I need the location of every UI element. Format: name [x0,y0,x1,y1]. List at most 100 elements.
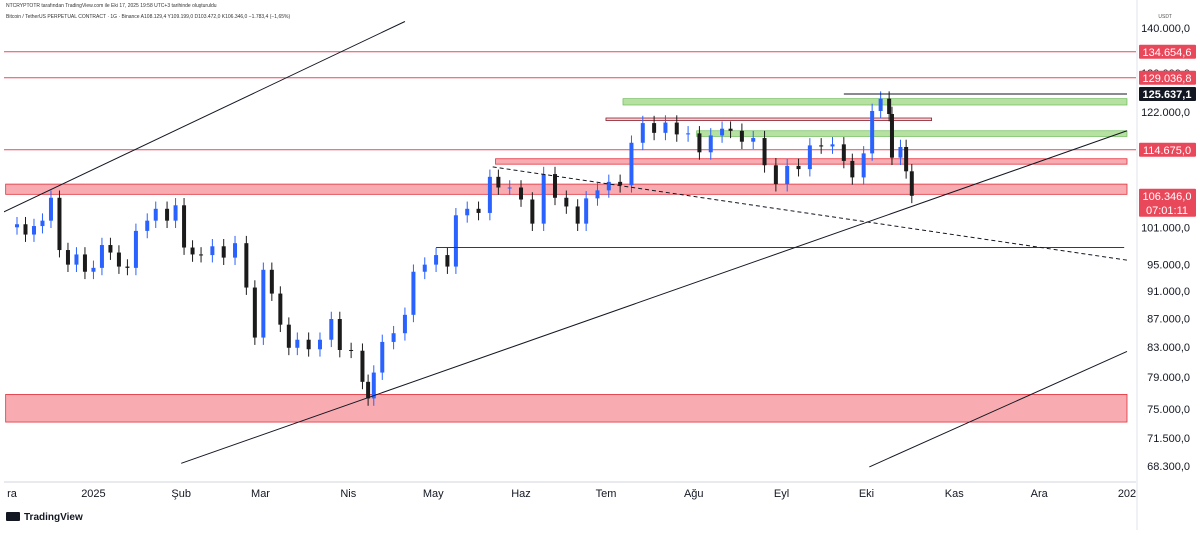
candle-body [878,98,883,111]
candle-body [640,123,645,143]
y-tick-label: 140.000,0 [1141,23,1190,35]
trendline-3[interactable] [3,21,406,213]
candle-body [349,349,354,351]
price-label: 106.346,0 [1143,191,1192,203]
brand-text: TradingView [24,512,83,523]
candle-body [652,123,657,133]
trendline-4[interactable] [181,130,1128,464]
candle-body [476,208,481,213]
candle-body [575,206,580,224]
publish-info: NTCRYPTOTR tarafından TradingView.com il… [6,3,217,9]
candle-body [14,224,19,228]
y-tick-label: 122.000,0 [1141,107,1190,119]
price-label-box [1139,70,1196,85]
x-tick-label: Kas [945,488,964,500]
candle-body [244,243,249,288]
candle-body [519,187,524,200]
candle-body [618,181,623,186]
candle-body [165,208,170,221]
x-tick-label: Şub [171,488,191,500]
candle-body [23,224,28,235]
zone-green-4 [696,130,1128,137]
candle-body [861,153,866,178]
candle-body [233,243,238,258]
candle-body [269,269,274,294]
y-tick-label: 68.300,0 [1147,461,1190,473]
candle-body [606,181,611,191]
zone-green-3 [622,98,1128,106]
price-label-box [1139,44,1196,59]
candle-body [391,333,396,342]
candle-body [584,198,589,224]
candle-body [74,254,79,265]
price-label: 129.036,8 [1143,73,1192,85]
candle-body [629,142,634,186]
candle-body [434,255,439,265]
candle-body [487,176,492,213]
candle-body [411,271,416,315]
candle-body [317,339,322,350]
candle-body [40,220,45,227]
candle-body [819,145,824,147]
zone-red-1 [5,394,1128,423]
price-label-box [1139,142,1196,157]
y-tick-label: 95.000,0 [1147,260,1190,272]
candle-body [453,215,458,267]
candle-body [306,339,311,350]
price-label: 125.637,1 [1143,89,1192,101]
x-tick-label: Ara [1031,488,1049,500]
candle-body [686,133,691,135]
candle-body [422,264,427,272]
candle-body [153,208,158,221]
candle-body [65,250,70,265]
candle-body [887,98,892,114]
candle-body [739,130,744,142]
candle-body [674,122,679,135]
candle-body [595,190,600,199]
candle-body [371,372,376,399]
x-tick-label: Ağu [684,488,704,500]
zone-red-outline-5 [605,117,933,121]
candle-body [663,122,668,133]
candle-body [108,245,113,253]
candle-body [48,197,53,221]
y-tick-label: 83.000,0 [1147,342,1190,354]
candle-body [261,269,266,338]
price-label: 134.654,6 [1143,47,1192,59]
tradingview-brand: TradingView [6,512,83,523]
x-tick-label: ra [7,488,18,500]
candle-body [850,160,855,178]
candle-body [909,171,914,196]
candle-body [496,176,501,188]
candle-body [807,145,812,170]
x-tick-label: Eyl [774,488,789,500]
candle-body [507,187,512,189]
candle-body [785,165,790,185]
candle-body [82,254,87,272]
candle-body [221,246,226,258]
y-tick-label: 71.500,0 [1147,433,1190,445]
candle-body [133,230,138,268]
candle-body [99,245,104,268]
candle-body [530,199,535,224]
candle-body [210,246,215,256]
candle-body [898,146,903,158]
candle-body [329,319,334,340]
candle-body [31,226,36,235]
candle-body [553,174,558,198]
candle-body [278,293,283,325]
candle-body [402,314,407,334]
dashed-trendline[interactable] [492,166,1128,261]
trendline-5[interactable] [869,351,1128,468]
candle-body [286,324,291,348]
candle-body [145,220,150,231]
candle-body [91,267,96,272]
x-tick-label: Tem [596,488,617,500]
y-tick-label: 75.000,0 [1147,404,1190,416]
symbol-info: Bitcoin / TetherUS PERPETUAL CONTRACT · … [6,14,291,20]
candle-body [116,252,121,267]
candle-body [762,138,767,166]
candle-body [445,255,450,267]
